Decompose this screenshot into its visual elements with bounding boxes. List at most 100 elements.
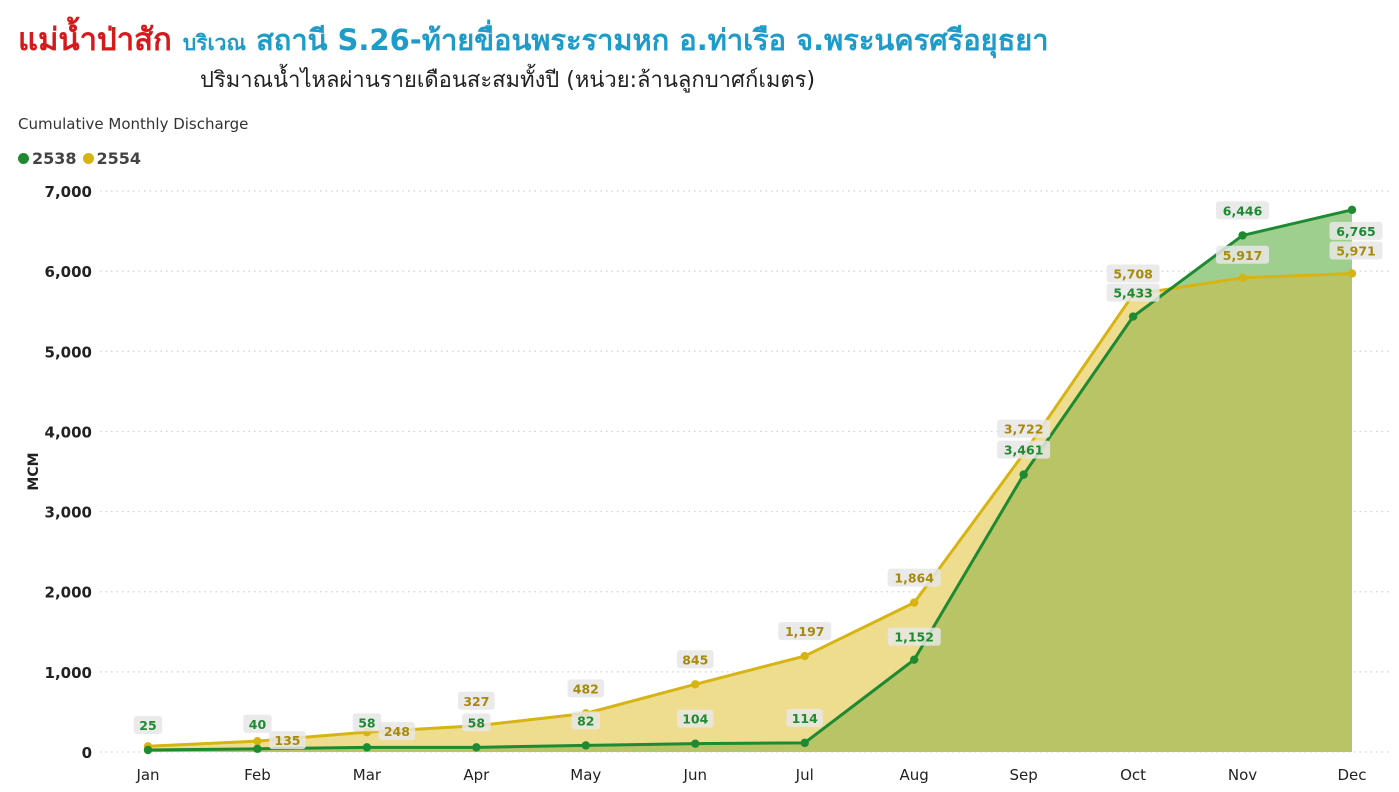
station-location: บริเวณ สถานี S.26-ท้ายขื่อนพระรามหก อ.ท่…	[183, 23, 1049, 57]
data-label-2538-bg	[352, 713, 382, 732]
x-tick-label: Jun	[683, 766, 707, 784]
data-label-2554: 5,708	[1113, 267, 1153, 282]
point-2538	[472, 743, 481, 752]
data-label-2554-bg	[458, 691, 495, 710]
data-label-2538: 58	[358, 715, 375, 730]
data-label-2538: 6,446	[1223, 203, 1263, 218]
point-2538	[581, 741, 591, 750]
data-label-2554: 5,917	[1223, 248, 1263, 263]
point-2538	[253, 744, 262, 753]
data-label-2538: 40	[249, 717, 267, 732]
point-2538	[143, 745, 153, 755]
y-axis-title: MCM	[26, 452, 42, 490]
data-label-2554: 1,864	[894, 571, 934, 586]
data-label-2538: 82	[577, 713, 594, 728]
data-label-2538-bg	[1329, 221, 1383, 240]
data-label-2538: 3,461	[1004, 443, 1044, 458]
chart-title: แม่น้ำป่าสัก บริเวณ สถานี S.26-ท้ายขื่อน…	[18, 14, 1049, 64]
point-2538	[1128, 312, 1138, 321]
data-label-2554: 135	[274, 733, 300, 748]
line-2538	[147, 208, 1353, 752]
area-overlap	[148, 273, 1352, 752]
data-label-2554-bg	[1216, 245, 1270, 264]
data-label-2538-bg	[571, 711, 601, 730]
data-label-2554-bg	[676, 650, 714, 669]
data-label-2554: 5,971	[1336, 243, 1376, 258]
data-label-2554: 482	[573, 681, 599, 696]
data-label-2554-bg	[997, 419, 1051, 438]
data-label-2554-bg	[1106, 264, 1160, 283]
data-label-2554: 845	[682, 652, 708, 667]
legend-label-2554: 2554	[96, 149, 142, 168]
point-2538	[909, 655, 919, 664]
x-tick-label: May	[570, 766, 601, 784]
point-2538	[800, 738, 809, 748]
data-label-2554-bg	[269, 731, 306, 750]
point-2554	[1238, 273, 1247, 282]
y-tick-label: 2,000	[45, 584, 92, 602]
y-tick-label: 4,000	[45, 423, 92, 441]
data-label-2538: 114	[792, 711, 818, 726]
data-label-2538-bg	[997, 440, 1051, 459]
y-tick-label: 3,000	[45, 504, 92, 522]
data-label-2538: 104	[682, 712, 708, 727]
x-tick-label: Jan	[135, 766, 159, 784]
chart-subtitle: ปริมาณน้ำไหลผ่านรายเดือนสะสมทั้งปี (หน่ว…	[200, 68, 816, 93]
data-label-2538-bg	[786, 708, 824, 727]
data-label-2538-bg	[887, 627, 941, 646]
x-tick-label: Dec	[1337, 766, 1366, 784]
data-label-2538-bg	[462, 713, 491, 732]
data-label-2538: 6,765	[1336, 224, 1376, 239]
data-label-2554-bg	[567, 679, 605, 698]
data-label-2554-bg	[887, 568, 941, 587]
point-2554	[800, 651, 809, 661]
point-2554	[909, 598, 919, 607]
y-tick-label: 6,000	[45, 263, 92, 281]
data-label-2538-bg	[1106, 283, 1160, 302]
x-tick-label: Mar	[353, 766, 382, 784]
x-tick-label: Jul	[795, 766, 814, 784]
data-label-2538-bg	[243, 714, 272, 733]
data-label-2538-bg	[133, 715, 163, 734]
point-2554	[691, 680, 700, 689]
x-tick-label: Aug	[900, 766, 929, 784]
point-2538	[362, 743, 372, 752]
data-label-2538-bg	[1216, 201, 1270, 220]
point-2538	[1347, 205, 1357, 215]
data-label-2554: 327	[463, 694, 489, 709]
data-label-2538: 1,152	[894, 630, 934, 645]
point-2538	[1238, 231, 1247, 240]
y-tick-label: 5,000	[45, 343, 92, 361]
point-2538	[691, 739, 700, 748]
y-tick-label: 1,000	[45, 664, 92, 682]
data-label-2554: 1,197	[785, 624, 825, 639]
point-2538	[1019, 470, 1028, 479]
data-label-2554-bg	[778, 622, 832, 641]
data-label-2554: 248	[384, 724, 410, 739]
legend[interactable]: 2538 2554	[18, 149, 141, 168]
x-tick-label: Apr	[463, 766, 490, 784]
data-label-2554-bg	[378, 722, 416, 741]
x-tick-label: Nov	[1228, 766, 1257, 784]
data-label-2538: 25	[139, 718, 156, 733]
visual-label: Cumulative Monthly Discharge	[18, 115, 249, 133]
legend-marker-2538	[18, 153, 29, 164]
legend-marker-2554	[82, 153, 94, 164]
legend-item-2554[interactable]: 2554	[82, 149, 142, 168]
x-tick-label: Sep	[1009, 766, 1037, 784]
y-tick-label: 7,000	[45, 183, 92, 201]
point-2554	[253, 736, 262, 746]
data-label-2554: 3,722	[1004, 422, 1044, 437]
x-tick-label: Oct	[1120, 766, 1146, 784]
river-name: แม่น้ำป่าสัก	[18, 22, 172, 58]
y-tick-label: 0	[82, 744, 92, 762]
station-name: สถานี S.26-ท้ายขื่อนพระรามหก อ.ท่าเรือ จ…	[256, 23, 1049, 57]
data-label-2538: 58	[468, 715, 485, 730]
location-prefix: บริเวณ	[182, 31, 246, 55]
data-label-2538-bg	[676, 709, 714, 728]
data-label-2554-bg	[1329, 241, 1383, 260]
x-tick-label: Feb	[244, 766, 271, 784]
data-label-2538: 5,433	[1113, 286, 1153, 301]
legend-item-2538[interactable]: 2538	[18, 149, 77, 168]
